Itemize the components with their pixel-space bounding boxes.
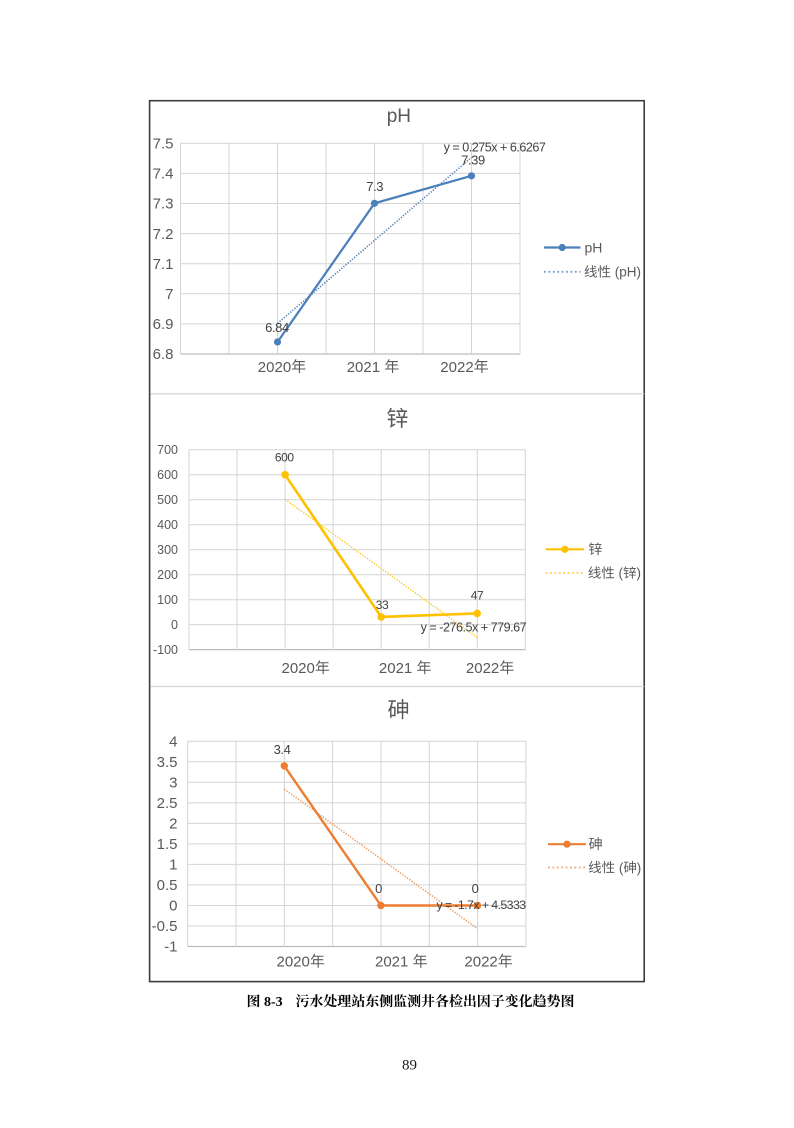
svg-text:6.8: 6.8: [153, 346, 174, 363]
svg-text:100: 100: [157, 593, 178, 607]
svg-text:-100: -100: [153, 643, 178, 657]
svg-text:pH: pH: [585, 239, 603, 255]
svg-text:-1: -1: [164, 939, 177, 956]
svg-text:2022: 2022: [464, 954, 497, 971]
svg-text:(: (: [615, 860, 624, 875]
svg-text:300: 300: [157, 543, 178, 557]
svg-text:400: 400: [157, 518, 178, 532]
svg-text:8-3: 8-3: [264, 995, 283, 1010]
svg-text:0: 0: [375, 881, 382, 896]
svg-text:0: 0: [169, 898, 177, 915]
svg-text:89: 89: [402, 1058, 417, 1074]
svg-text:pH: pH: [387, 106, 411, 127]
svg-text:7.4: 7.4: [153, 166, 174, 183]
svg-text:): ): [637, 566, 642, 581]
svg-text:3: 3: [169, 775, 177, 792]
svg-text:3.5: 3.5: [157, 754, 178, 771]
svg-text:7.1: 7.1: [153, 256, 174, 273]
svg-text:7.39: 7.39: [461, 153, 485, 168]
svg-text:2021: 2021: [375, 954, 413, 971]
svg-text:4: 4: [169, 734, 177, 751]
svg-text:33: 33: [376, 598, 389, 612]
svg-text:600: 600: [157, 468, 178, 482]
svg-text:y = -276.5x + 779.67: y = -276.5x + 779.67: [421, 620, 527, 634]
svg-text:2020: 2020: [282, 660, 315, 677]
svg-text:7.2: 7.2: [153, 226, 174, 243]
svg-text:3.4: 3.4: [274, 742, 291, 757]
svg-text:600: 600: [275, 450, 295, 464]
svg-text:2.5: 2.5: [157, 795, 178, 812]
svg-text:): ): [637, 860, 642, 875]
svg-text:1.5: 1.5: [157, 836, 178, 853]
svg-text:2: 2: [169, 816, 177, 833]
svg-text:700: 700: [157, 443, 178, 457]
svg-text:47: 47: [471, 589, 484, 603]
svg-text:2020: 2020: [258, 359, 291, 376]
svg-text:2020: 2020: [277, 954, 310, 971]
svg-text:7.3: 7.3: [366, 179, 383, 194]
svg-text:6.84: 6.84: [265, 320, 289, 335]
svg-text:0: 0: [472, 881, 479, 896]
svg-text:2021: 2021: [347, 359, 385, 376]
svg-text:-0.5: -0.5: [152, 918, 178, 935]
svg-text:(: (: [615, 566, 624, 581]
svg-text:0.5: 0.5: [157, 877, 178, 894]
svg-text:2022: 2022: [440, 359, 473, 376]
svg-text:1: 1: [169, 857, 177, 874]
svg-text:y = -1.7x + 4.5333: y = -1.7x + 4.5333: [436, 898, 526, 912]
svg-text:0: 0: [171, 618, 178, 632]
svg-text:y = 0.275x + 6.6267: y = 0.275x + 6.6267: [444, 140, 546, 154]
svg-text:7.5: 7.5: [153, 136, 174, 153]
svg-text:7: 7: [165, 286, 173, 303]
svg-text:500: 500: [157, 493, 178, 507]
svg-text:(pH): (pH): [611, 265, 641, 280]
svg-text:2022: 2022: [466, 660, 499, 677]
svg-text:2021: 2021: [379, 660, 417, 677]
svg-text:6.9: 6.9: [153, 316, 174, 333]
svg-text:200: 200: [157, 568, 178, 582]
svg-text:7.3: 7.3: [153, 196, 174, 213]
